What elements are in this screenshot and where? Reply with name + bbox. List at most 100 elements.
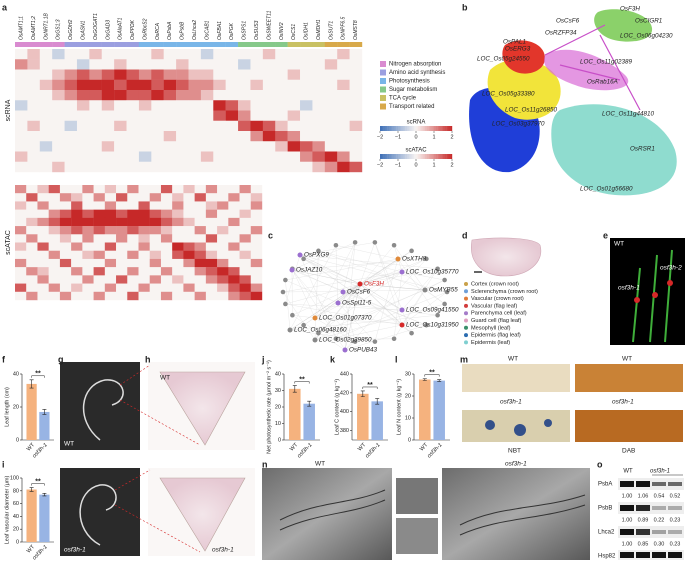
heatmap-cell [287, 69, 301, 80]
network-node [335, 300, 341, 306]
heatmap-cell [26, 217, 38, 227]
network-node [442, 301, 447, 307]
heatmap-cell [89, 100, 102, 111]
heatmap-cell [82, 226, 94, 235]
node-label: LOC_Os09g41550 [406, 307, 459, 314]
tem-zoom [396, 518, 438, 554]
cluster-blob [487, 59, 561, 120]
significance-bracket [31, 483, 45, 486]
heatmap-cell [172, 234, 184, 243]
heatmap-cell [176, 49, 189, 60]
y-tick-label: 40 [275, 371, 281, 377]
heatmap-cell [138, 201, 150, 210]
network-edge [285, 258, 399, 281]
heatmap-cell [337, 69, 350, 80]
x-tick-label: WT [419, 442, 430, 453]
heatmap-cell [93, 217, 106, 227]
heatmap-cell [26, 193, 38, 202]
network-node [333, 242, 339, 248]
colorbar-tick-label: −1 [395, 162, 401, 168]
heatmap-cell [151, 110, 164, 121]
heatmap-cell [337, 90, 350, 101]
heatmap-cell [262, 59, 276, 70]
network-node [280, 289, 286, 295]
heatmap-cell [200, 120, 214, 132]
heatmap-cell [205, 201, 218, 210]
colorbar-step [383, 126, 386, 131]
heatmap-cell [15, 131, 28, 142]
marker [634, 297, 640, 303]
heatmap-cell [114, 151, 127, 162]
heatmap-cell [116, 185, 128, 194]
heatmap-cell [64, 110, 78, 121]
heatmap-cell [213, 131, 226, 142]
heatmap-cell [64, 79, 78, 91]
heatmap-cell [149, 226, 162, 235]
heatmap-cell [349, 141, 363, 152]
heatmap-cell [48, 193, 61, 202]
heatmap-cell [48, 217, 61, 227]
quant-label: 0.23 [670, 541, 681, 547]
heatmap-cell [287, 59, 301, 70]
gene-label: LOC_Os03g37970 [492, 121, 545, 128]
heatmap-cell [37, 217, 49, 227]
heatmap-cell [39, 90, 53, 101]
heatmap-cell [37, 242, 49, 251]
y-tick-label: 80 [13, 488, 19, 494]
heatmap-cell [238, 49, 251, 60]
heatmap-cell [114, 120, 127, 132]
colorbar-step [414, 126, 417, 131]
heatmap-cell [213, 151, 226, 162]
x-tick-label: osf3h-1 [296, 442, 313, 459]
colorbar-step [387, 154, 390, 159]
heatmap-cell [27, 120, 40, 132]
heatmap-cell [176, 131, 189, 142]
gene-label: LOC_Os11g44810 [602, 111, 655, 118]
heatmap-cell [205, 226, 218, 235]
heatmap-cell [93, 242, 106, 251]
heatmap-cell [127, 283, 139, 292]
heatmap-cell [27, 59, 40, 70]
colorbar-step [385, 154, 388, 159]
colorbar-step [383, 154, 386, 159]
heatmap-cell [287, 161, 301, 173]
heatmap-cell [104, 234, 117, 243]
image-label: osf3h-1 [64, 547, 86, 554]
heatmap-cell [324, 141, 338, 152]
heatmap-cell [149, 217, 162, 227]
heatmap-cell [15, 250, 27, 260]
heatmap-cell [52, 141, 65, 152]
colorbar-step [390, 126, 393, 131]
stain-image [575, 410, 683, 442]
legend-label: Mesophyll (leaf) [471, 325, 511, 331]
panel-letter: k [330, 354, 336, 364]
heatmap-cell [324, 110, 338, 121]
heatmap-cell [59, 283, 72, 292]
heatmap-cell [160, 234, 173, 243]
leaf-curl [79, 484, 117, 546]
heatmap-cell [275, 90, 288, 101]
heatmap-cell [250, 59, 264, 70]
group-strip [101, 42, 115, 47]
group-strip [312, 42, 326, 47]
heatmap-cell [205, 291, 218, 301]
legend-swatch [380, 86, 386, 93]
y-tick-label: 30 [405, 371, 411, 377]
heatmap-cell [138, 120, 152, 132]
error-bar [29, 379, 34, 389]
y-tick-label: 400 [340, 409, 349, 415]
heatmap-cell [101, 141, 115, 152]
network-node [316, 330, 321, 336]
x-tick-label: osf3h-1 [426, 442, 443, 459]
heatmap-cell [194, 217, 207, 227]
heatmap-cell [228, 217, 240, 227]
gene-label: OsASN1 [80, 20, 86, 40]
heatmap-cell [116, 275, 128, 284]
heatmap-cell [126, 69, 140, 80]
network-edge [285, 283, 361, 305]
legend-label: Transport related [389, 104, 434, 110]
network-node [399, 322, 405, 328]
heatmap-cell [225, 90, 239, 101]
heatmap-cell [250, 209, 263, 219]
heatmap-cell [312, 59, 326, 70]
